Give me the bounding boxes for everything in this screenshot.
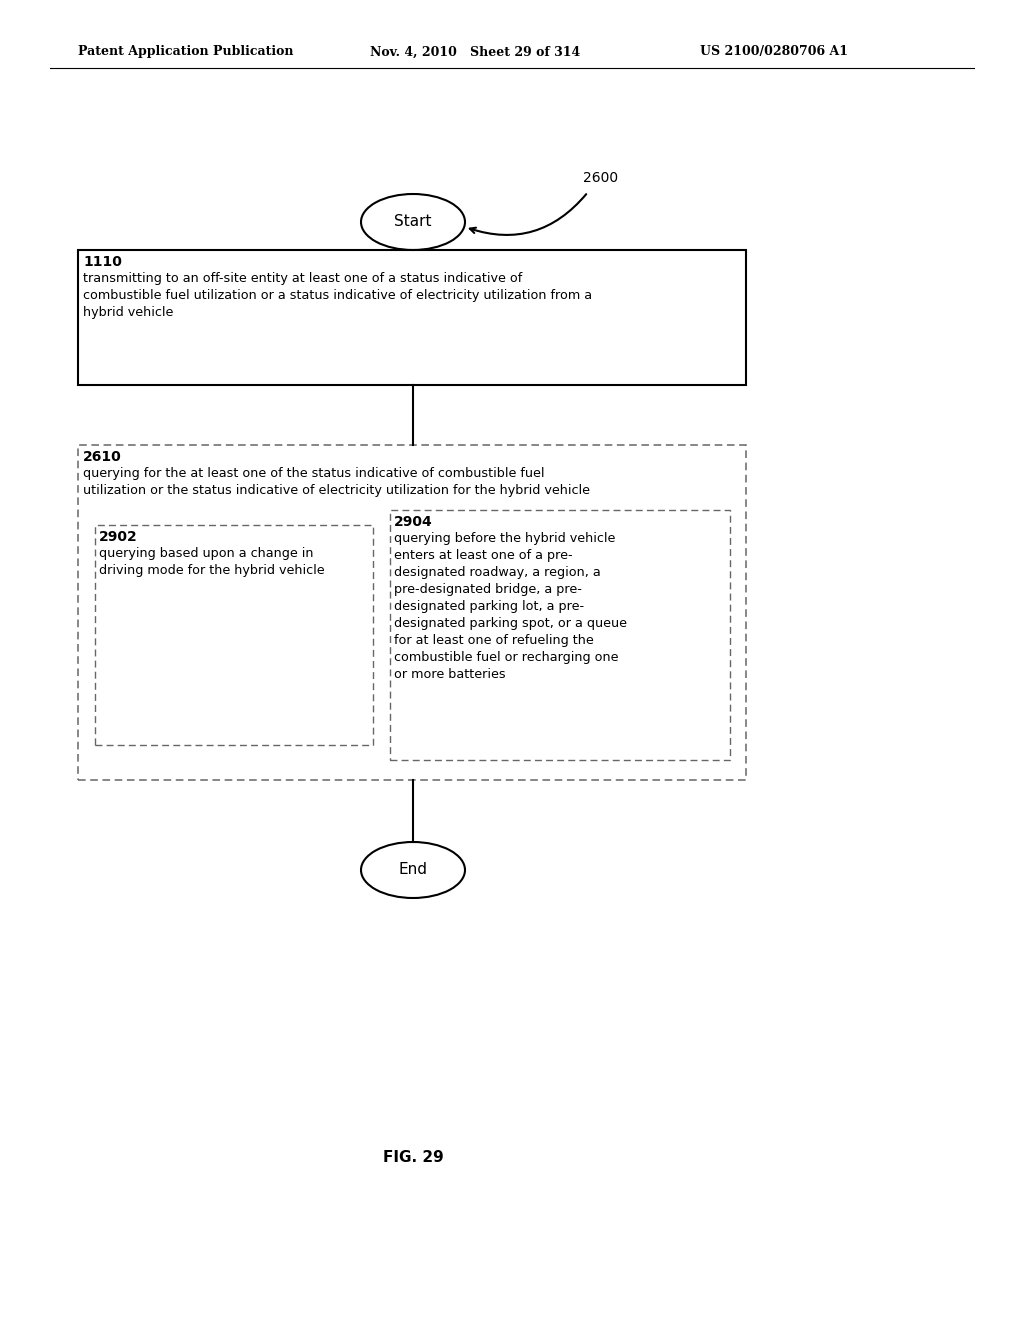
Text: 2600: 2600: [583, 172, 618, 185]
Text: 1110: 1110: [83, 255, 122, 269]
Bar: [95, 525, 373, 744]
Text: 2902: 2902: [99, 531, 138, 544]
Text: transmitting to an off-site entity at least one of a status indicative of
combus: transmitting to an off-site entity at le…: [83, 272, 592, 319]
Text: US 2100/0280706 A1: US 2100/0280706 A1: [700, 45, 848, 58]
Text: 2610: 2610: [83, 450, 122, 465]
Text: querying before the hybrid vehicle
enters at least one of a pre-
designated road: querying before the hybrid vehicle enter…: [394, 532, 627, 681]
Text: 2904: 2904: [394, 515, 433, 529]
Bar: [78, 249, 746, 385]
Text: Nov. 4, 2010   Sheet 29 of 314: Nov. 4, 2010 Sheet 29 of 314: [370, 45, 581, 58]
Text: Start: Start: [394, 214, 432, 230]
Text: Patent Application Publication: Patent Application Publication: [78, 45, 294, 58]
Text: End: End: [398, 862, 427, 878]
Text: querying based upon a change in
driving mode for the hybrid vehicle: querying based upon a change in driving …: [99, 546, 325, 577]
Bar: [390, 510, 730, 760]
Text: FIG. 29: FIG. 29: [383, 1151, 443, 1166]
Bar: [78, 445, 746, 780]
Text: querying for the at least one of the status indicative of combustible fuel
utili: querying for the at least one of the sta…: [83, 467, 590, 498]
